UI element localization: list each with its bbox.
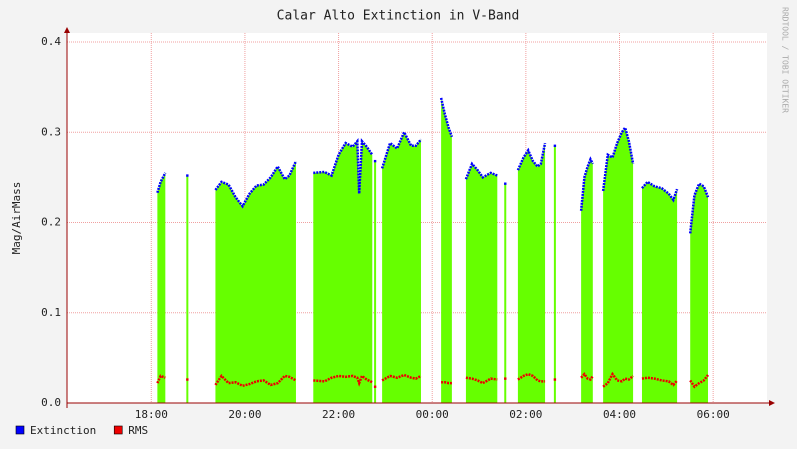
area (641, 181, 678, 403)
x-tick-label: 06:00 (697, 408, 730, 421)
axes: 0.0 0.1 0.2 0.3 0.4 18:00 20:00 22:00 00:00 02:00… (41, 27, 775, 421)
area (382, 132, 421, 403)
series-line (580, 372, 594, 382)
marks (156, 97, 710, 404)
area (553, 145, 556, 403)
series-point (186, 174, 189, 177)
x-tick-label: 22:00 (322, 408, 355, 421)
area (313, 141, 373, 403)
series-line (688, 181, 710, 234)
x-tick-label: 18:00 (135, 408, 168, 421)
x-tick-label: 04:00 (603, 408, 636, 421)
series-line (313, 138, 374, 194)
area (581, 159, 593, 403)
series-line (381, 373, 422, 382)
series-point (373, 385, 377, 388)
area (517, 143, 546, 403)
legend-swatch (15, 425, 25, 435)
legend-swatch (113, 425, 123, 435)
y-tick-label: 0.0 (41, 396, 61, 409)
area (690, 183, 709, 403)
area (441, 97, 452, 403)
series-line (380, 129, 422, 169)
y-tick-label: 0.1 (41, 306, 61, 319)
y-tick-label: 0.2 (41, 216, 61, 229)
series-line (464, 161, 498, 180)
series-line (441, 380, 452, 385)
series-line (517, 372, 546, 383)
series-point (504, 377, 507, 380)
y-axis-label: Mag/AirMass (10, 182, 23, 255)
area (374, 161, 377, 403)
y-axis-arrow (64, 27, 70, 33)
series-point (553, 144, 557, 147)
x-tick-label: 20:00 (228, 408, 261, 421)
series-point (186, 378, 189, 381)
area (465, 163, 498, 403)
series-line (689, 374, 709, 389)
y-tick-label: 0.4 (41, 35, 61, 48)
series-point (553, 378, 557, 381)
area (603, 127, 634, 404)
chart-title: Calar Alto Extinction in V-Band (277, 9, 520, 24)
series-point (373, 159, 377, 163)
area (215, 161, 296, 403)
series-line (156, 172, 167, 194)
y-tick-label: 0.3 (41, 125, 61, 138)
area (186, 175, 189, 403)
series-line (516, 142, 547, 171)
area (504, 183, 507, 403)
legend: Extinction RMS (15, 424, 148, 437)
x-tick-label: 00:00 (416, 408, 449, 421)
series-point (504, 182, 507, 185)
legend-label: Extinction (30, 424, 96, 437)
legend-label: RMS (128, 424, 148, 437)
x-tick-label: 02:00 (509, 408, 542, 421)
series-line (601, 124, 635, 192)
series-line (465, 376, 498, 385)
watermark: RRDTOOL / TOBI OETIKER (781, 7, 790, 113)
series-line (602, 371, 634, 388)
series-line (579, 156, 594, 211)
series-line (641, 376, 679, 387)
x-axis-arrow (769, 400, 775, 406)
series-line (641, 180, 679, 203)
area (157, 172, 166, 403)
series-line (156, 374, 166, 384)
series-line (313, 373, 373, 387)
